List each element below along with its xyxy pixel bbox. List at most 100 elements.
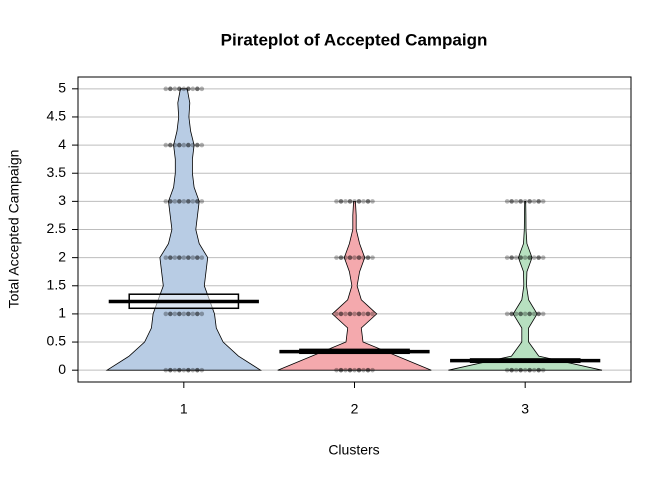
y-tick-label: 2.5 — [47, 220, 67, 236]
data-point — [527, 199, 532, 204]
data-point — [536, 311, 541, 317]
data-point — [509, 311, 514, 317]
data-point — [195, 199, 200, 204]
data-point — [338, 255, 344, 260]
data-point — [177, 86, 182, 92]
data-point — [177, 255, 182, 260]
x-axis-label: Clusters — [328, 442, 379, 458]
data-point — [540, 199, 546, 204]
data-point — [181, 142, 187, 148]
data-point — [195, 311, 200, 317]
data-point — [181, 86, 187, 92]
data-point — [190, 367, 196, 373]
x-tick-label: 2 — [351, 401, 359, 417]
data-point — [365, 311, 371, 317]
data-point — [199, 367, 205, 373]
data-point — [522, 199, 528, 204]
data-point — [199, 86, 205, 92]
y-tick-label: 3.5 — [47, 164, 67, 180]
y-tick-label: 4.5 — [47, 108, 67, 124]
y-axis-label: Total Accepted Campaign — [6, 150, 22, 309]
data-point — [347, 367, 353, 373]
data-point — [163, 255, 169, 260]
data-point — [504, 367, 510, 373]
data-point — [177, 311, 182, 317]
data-point — [186, 199, 191, 204]
data-point — [199, 199, 205, 204]
y-tick-label: 1 — [58, 305, 66, 321]
data-point — [518, 255, 523, 260]
data-point — [352, 255, 357, 260]
data-point — [527, 367, 532, 373]
data-point — [168, 367, 173, 373]
data-point — [172, 367, 178, 373]
data-point — [334, 367, 339, 373]
data-point — [186, 142, 191, 148]
data-point — [361, 311, 366, 317]
data-point — [527, 255, 532, 260]
data-point — [190, 311, 196, 317]
data-point — [522, 255, 528, 260]
data-point — [334, 199, 339, 204]
data-point — [513, 199, 519, 204]
violin — [448, 201, 603, 371]
data-point — [504, 311, 510, 317]
data-point — [370, 311, 375, 317]
data-point — [343, 255, 348, 260]
data-point — [347, 255, 353, 260]
y-tick-label: 2 — [58, 248, 66, 264]
data-point — [509, 367, 514, 373]
data-point — [181, 199, 187, 204]
data-point — [513, 311, 519, 317]
data-point — [522, 367, 528, 373]
data-point — [172, 311, 178, 317]
data-point — [190, 142, 196, 148]
data-point — [509, 199, 514, 204]
data-point — [172, 86, 178, 92]
data-point — [352, 199, 357, 204]
data-point — [199, 311, 205, 317]
data-point — [338, 367, 344, 373]
data-point — [361, 255, 366, 260]
data-point — [531, 311, 537, 317]
data-point — [361, 199, 366, 204]
data-point — [181, 367, 187, 373]
data-point — [356, 311, 362, 317]
data-point — [513, 367, 519, 373]
data-point — [195, 142, 200, 148]
data-point — [195, 255, 200, 260]
y-tick-label: 0.5 — [47, 333, 67, 349]
data-point — [190, 255, 196, 260]
data-point — [186, 86, 191, 92]
data-point — [356, 367, 362, 373]
data-point — [168, 199, 173, 204]
chart-title: Pirateplot of Accepted Campaign — [221, 30, 488, 49]
data-point — [186, 255, 191, 260]
data-point — [163, 311, 169, 317]
data-point — [172, 255, 178, 260]
data-point — [343, 311, 348, 317]
data-point — [540, 367, 546, 373]
data-point — [168, 142, 173, 148]
plot-border — [77, 76, 632, 383]
y-tick-label: 3 — [58, 192, 66, 208]
data-point — [190, 199, 196, 204]
data-point — [163, 142, 169, 148]
y-tick-label: 0 — [58, 361, 66, 377]
data-point — [370, 255, 375, 260]
data-point — [365, 255, 371, 260]
data-point — [186, 311, 191, 317]
y-tick-label: 1.5 — [47, 276, 67, 292]
data-point — [163, 367, 169, 373]
data-point — [199, 255, 205, 260]
data-point — [536, 367, 541, 373]
y-tick-label: 4 — [58, 136, 66, 152]
data-point — [334, 311, 339, 317]
data-point — [522, 311, 528, 317]
data-point — [195, 86, 200, 92]
data-point — [531, 199, 537, 204]
data-point — [186, 367, 191, 373]
data-point — [352, 367, 357, 373]
x-tick-label: 1 — [180, 401, 188, 417]
data-point — [172, 142, 178, 148]
